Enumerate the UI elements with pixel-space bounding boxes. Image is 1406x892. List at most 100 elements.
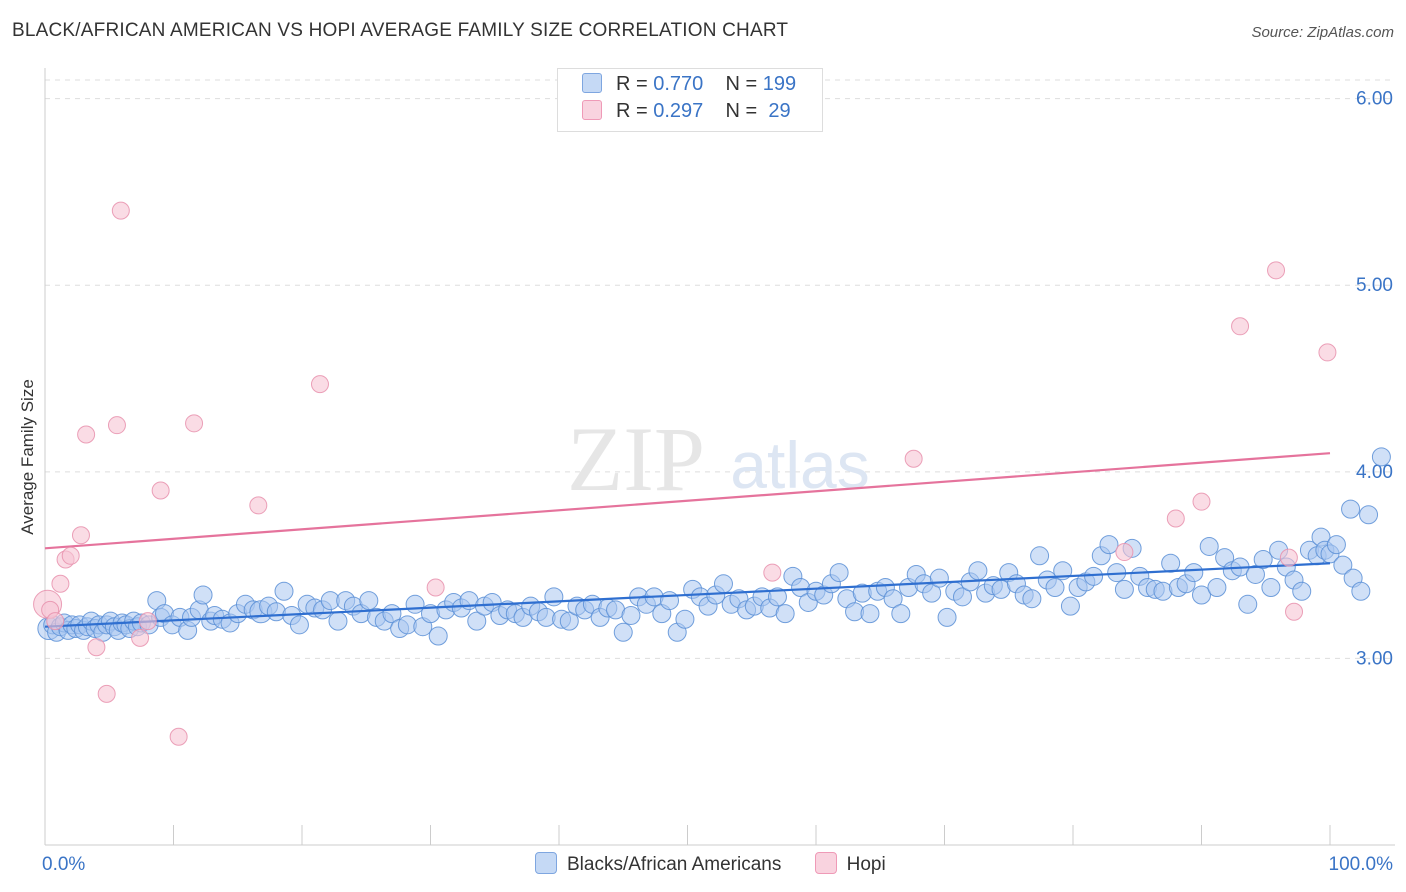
legend-n-value: 199 — [762, 73, 797, 95]
point-blacks — [544, 587, 564, 607]
trend-lines — [44, 452, 1331, 628]
point-blacks — [860, 604, 880, 624]
point-blacks — [359, 591, 379, 611]
y-axis-label: Average Family Size — [18, 379, 37, 535]
legend-r-label: R = — [616, 100, 648, 122]
legend-n-label: N = — [725, 73, 758, 95]
legend-item-blacks: Blacks/African Americans — [535, 852, 781, 876]
correlation-legend: R = 0.770 N = 199 R = 0.297 N = 29 — [557, 68, 823, 132]
point-hopi — [310, 375, 329, 394]
series-hopi-points — [33, 201, 1337, 746]
point-blacks — [1045, 578, 1065, 598]
legend-swatch-blue — [582, 73, 602, 93]
point-blacks — [767, 587, 787, 607]
point-hopi — [426, 578, 445, 597]
point-blacks — [559, 611, 579, 631]
point-blacks — [274, 581, 294, 601]
x-tick-labels: 0.0% 100.0% — [42, 854, 1393, 875]
trend-line-hopi — [44, 452, 1331, 550]
point-hopi — [1279, 548, 1298, 567]
legend-r-value: 0.770 — [653, 73, 704, 95]
legend-label-blacks: Blacks/African Americans — [567, 854, 782, 875]
y-tick-label: 6.00 — [1356, 89, 1393, 110]
y-tick-labels: 3.00 4.00 5.00 6.00 — [1356, 89, 1393, 670]
point-hopi — [1115, 543, 1134, 562]
point-blacks — [1114, 579, 1134, 599]
point-hopi — [151, 481, 170, 500]
point-blacks — [937, 607, 957, 627]
series-legend: Blacks/African Americans Hopi — [535, 852, 914, 876]
point-blacks — [883, 589, 903, 609]
y-tick-label: 3.00 — [1356, 648, 1393, 669]
point-blacks — [1359, 505, 1379, 525]
point-blacks — [428, 626, 448, 646]
point-hopi — [77, 425, 96, 444]
point-blacks — [1184, 563, 1204, 583]
point-hopi — [111, 201, 130, 220]
point-hopi — [904, 449, 923, 468]
point-blacks — [1341, 499, 1361, 519]
legend-swatch-pink — [814, 852, 837, 874]
point-blacks — [1292, 581, 1312, 601]
legend-row-hopi: R = 0.297 N = 29 — [582, 100, 791, 126]
point-blacks — [968, 561, 988, 581]
point-blacks — [613, 622, 633, 642]
point-blacks — [922, 583, 942, 603]
point-hopi — [1267, 261, 1286, 280]
x-tick-label: 100.0% — [1329, 854, 1394, 875]
legend-r-label: R = — [616, 73, 648, 95]
point-blacks — [1238, 594, 1258, 614]
point-blacks — [1099, 535, 1119, 555]
point-blacks — [1253, 550, 1273, 570]
point-blacks — [328, 611, 348, 631]
legend-row-blacks: R = 0.770 N = 199 — [582, 73, 796, 99]
y-tick-label: 5.00 — [1356, 275, 1393, 296]
legend-swatch-pink — [582, 100, 602, 120]
source-label: Source: ZipAtlas.com — [1251, 24, 1394, 41]
point-hopi — [1318, 343, 1337, 362]
point-blacks — [1030, 546, 1050, 566]
point-hopi — [1192, 492, 1211, 511]
axes — [44, 68, 1395, 846]
point-hopi — [97, 684, 116, 703]
point-blacks — [1207, 578, 1227, 598]
point-blacks — [675, 609, 695, 629]
point-hopi — [131, 628, 150, 647]
point-blacks — [405, 594, 425, 614]
point-hopi — [46, 612, 65, 631]
point-hopi — [51, 574, 70, 593]
trend-line-blacks — [44, 562, 1331, 628]
point-hopi — [763, 563, 782, 582]
point-blacks — [775, 604, 795, 624]
point-blacks — [1245, 564, 1265, 584]
chart-title: BLACK/AFRICAN AMERICAN VS HOPI AVERAGE F… — [12, 20, 789, 41]
legend-r-value: 0.297 — [653, 100, 704, 122]
watermark-atlas: atlas — [730, 428, 869, 502]
watermark-zip: ZIP — [567, 408, 705, 510]
point-hopi — [1231, 317, 1250, 336]
point-blacks — [289, 615, 309, 635]
point-hopi — [71, 526, 90, 545]
legend-n-label: N = — [725, 100, 758, 122]
point-hopi — [107, 416, 126, 435]
point-hopi — [87, 638, 106, 657]
point-blacks — [929, 568, 949, 588]
point-blacks — [891, 604, 911, 624]
point-hopi — [185, 414, 204, 433]
point-blacks — [1333, 555, 1353, 575]
point-blacks — [621, 606, 641, 625]
point-blacks — [1022, 589, 1042, 609]
y-tick-label: 4.00 — [1356, 462, 1393, 483]
point-blacks — [1261, 578, 1281, 598]
point-hopi — [61, 546, 80, 565]
point-blacks — [1060, 596, 1080, 616]
point-blacks — [467, 611, 487, 631]
point-blacks — [1161, 553, 1181, 573]
legend-item-hopi: Hopi — [814, 852, 886, 876]
point-blacks — [1371, 447, 1391, 467]
point-hopi — [249, 496, 268, 515]
point-blacks — [660, 591, 680, 611]
point-hopi — [169, 727, 188, 746]
point-blacks — [1351, 581, 1371, 601]
point-blacks — [193, 585, 213, 605]
